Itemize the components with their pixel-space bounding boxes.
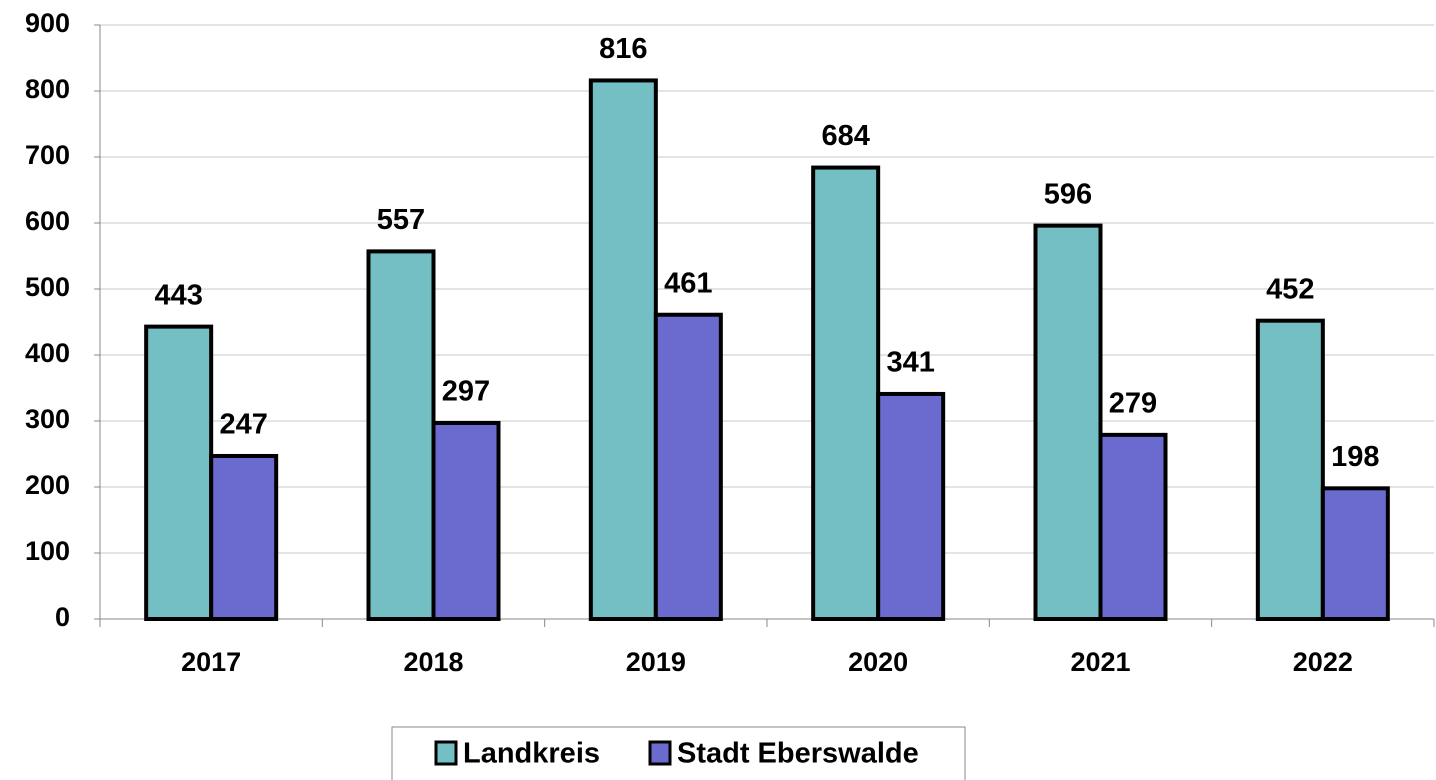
data-label: 461 [664,267,712,299]
data-label: 247 [219,409,267,441]
data-label: 596 [1044,178,1092,210]
x-tick-label: 2018 [403,647,463,677]
bar [811,165,881,621]
data-label: 816 [599,33,647,65]
data-label: 684 [821,120,869,152]
data-label: 341 [886,347,934,379]
data-label: 297 [442,376,490,408]
legend-label: Stadt Eberswalde [677,738,919,770]
bar [588,78,658,621]
bar [209,453,279,622]
y-tick-label: 700 [25,140,70,170]
x-tick-label: 2017 [181,647,241,677]
data-label: 198 [1331,441,1379,473]
y-tick-label: 0 [55,602,70,632]
legend-swatch [434,740,458,766]
legend-box [391,726,966,780]
y-tick-label: 900 [25,8,70,38]
x-tick-label: 2020 [848,647,908,677]
bar [653,312,723,621]
y-tick-label: 500 [25,272,70,302]
y-tick-label: 100 [25,536,70,566]
bar [876,391,946,621]
bar [144,324,214,621]
bar [1255,318,1325,621]
data-label: 452 [1266,273,1314,305]
legend-swatch [648,740,672,766]
data-label: 279 [1109,388,1157,420]
legend-label: Landkreis [463,738,600,770]
bar [431,420,501,622]
bar [1033,223,1103,621]
data-label: 557 [377,204,425,236]
y-tick-label: 400 [25,338,70,368]
bar [1320,486,1390,621]
data-label: 443 [154,279,202,311]
x-tick-label: 2022 [1293,647,1353,677]
y-tick-label: 300 [25,404,70,434]
x-tick-label: 2019 [626,647,686,677]
y-tick-label: 800 [25,74,70,104]
bar [1098,432,1168,621]
bar [366,249,436,621]
y-tick-label: 600 [25,206,70,236]
x-tick-label: 2021 [1070,647,1130,677]
y-tick-label: 200 [25,470,70,500]
